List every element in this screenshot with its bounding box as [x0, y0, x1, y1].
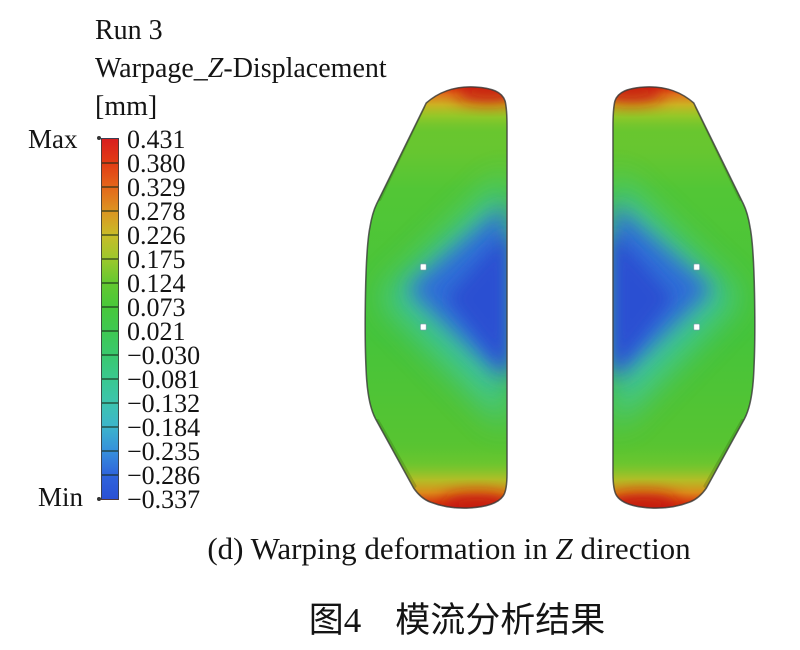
part-contour-left	[362, 83, 508, 510]
colorbar-scale-value: −0.286	[127, 461, 201, 490]
colorbar-min-label: Min	[38, 482, 84, 512]
colorbar-scale-value: −0.235	[127, 437, 201, 466]
colorbar-tick	[102, 378, 118, 380]
legend-quantity-suffix: -Displacement	[223, 53, 387, 84]
colorbar-tick	[102, 402, 118, 404]
colorbar-tick	[102, 210, 118, 212]
caption-chinese: 图4 模流分析结果	[309, 592, 606, 643]
colorbar-scale-value: 0.431	[127, 125, 186, 154]
colorbar-scale-value: 0.380	[127, 149, 186, 178]
colorbar-gradient	[101, 138, 119, 500]
part-contour-right	[612, 83, 758, 510]
legend-quantity-z: Z	[207, 53, 224, 84]
colorbar-scale-value: 0.278	[127, 197, 186, 226]
colorbar-tick	[102, 282, 118, 284]
colorbar-max-label: Max	[28, 124, 78, 154]
colorbar-scale-value: 0.124	[127, 269, 186, 298]
colorbar-tick	[102, 258, 118, 260]
colorbar-tick	[102, 354, 118, 356]
legend-units-label: [mm]	[95, 91, 158, 122]
caption-english-suffix: direction	[572, 531, 691, 566]
colorbar-tick	[102, 426, 118, 428]
colorbar-tick	[102, 234, 118, 236]
max-pointer-dot	[97, 136, 101, 140]
colorbar-tick	[102, 306, 118, 308]
colorbar-tick	[102, 474, 118, 476]
legend-quantity-label: Warpage_Z-Displacement	[95, 50, 387, 88]
caption-figure-number: 图4	[308, 601, 362, 640]
colorbar-scale-value: 0.073	[127, 293, 186, 322]
colorbar-tick	[102, 450, 118, 452]
colorbar-scale-value: 0.021	[127, 317, 186, 346]
legend-header: Run 3 Warpage_Z-Displacement [mm]	[95, 12, 387, 126]
legend-run-label: Run 3	[95, 15, 163, 46]
caption-english-prefix: (d) Warping deformation in	[207, 531, 556, 566]
colorbar-scale-value: −0.030	[127, 341, 201, 370]
colorbar-tick	[102, 186, 118, 188]
colorbar-scale-value: −0.081	[127, 365, 201, 394]
min-pointer-dot	[97, 497, 101, 501]
colorbar-scale-value: 0.226	[127, 221, 186, 250]
legend-quantity-prefix: Warpage_	[95, 53, 208, 84]
colorbar-scale-value: 0.175	[127, 245, 186, 274]
caption-english: (d) Warping deformation in Z direction	[207, 531, 690, 567]
colorbar-scale-value: −0.184	[127, 413, 201, 442]
colorbar-tick	[102, 162, 118, 164]
colorbar-tick	[102, 330, 118, 332]
colorbar-scale-labels: 0.431 0.380 0.329 0.278 0.226 0.175 0.124 0.073…	[127, 127, 222, 513]
colorbar-scale-value: −0.337	[127, 485, 201, 514]
colorbar-scale-value: 0.329	[127, 173, 186, 202]
caption-figure-title: 模流分析结果	[395, 601, 606, 640]
caption-english-z: Z	[555, 531, 573, 566]
colorbar-scale-value: −0.132	[127, 389, 201, 418]
